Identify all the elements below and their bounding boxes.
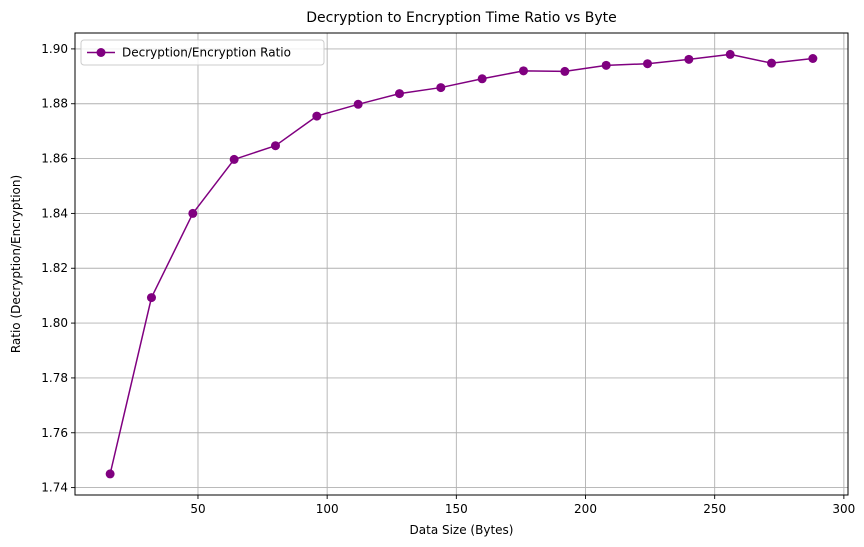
plot-frame (74, 32, 849, 496)
data-point (767, 58, 777, 68)
data-point (477, 74, 487, 84)
chart-title: Decryption to Encryption Time Ratio vs B… (306, 10, 617, 26)
data-point (560, 66, 570, 76)
plot-area (75, 33, 848, 495)
y-tick-label: 1.90 (41, 42, 68, 56)
x-tick-label: 100 (316, 502, 339, 516)
series-line (109, 53, 813, 475)
legend-label: Decryption/Encryption Ratio (122, 46, 291, 60)
y-tick-label: 1.80 (41, 316, 68, 330)
data-point (229, 154, 239, 164)
ticks: 50 100 150 200 250 300 1.74 1.76 1.78 1.80 1.82 1.8… (41, 42, 855, 516)
data-point (684, 54, 694, 64)
x-tick-label: 50 (190, 502, 205, 516)
data-point (394, 89, 404, 99)
data-point (725, 49, 735, 59)
y-tick-label: 1.76 (41, 426, 68, 440)
legend: Decryption/Encryption Ratio (80, 39, 325, 66)
y-axis-label: Ratio (Decryption/Encryption) (9, 175, 23, 353)
data-point (353, 99, 363, 109)
y-tick-label: 1.86 (41, 152, 68, 166)
data-point (188, 208, 198, 218)
x-tick-label: 300 (832, 502, 855, 516)
legend-marker-swatch (96, 48, 106, 57)
data-point (601, 60, 611, 70)
data-point (808, 53, 818, 63)
data-point (146, 293, 156, 303)
y-tick-label: 1.74 (41, 481, 68, 495)
x-tick-label: 200 (574, 502, 597, 516)
data-point (105, 469, 115, 479)
data-point (643, 59, 653, 69)
data-point (519, 66, 529, 76)
y-tick-label: 1.84 (41, 206, 68, 220)
y-tick-label: 1.82 (41, 261, 68, 275)
data-point (436, 83, 446, 93)
x-tick-label: 250 (703, 502, 726, 516)
x-axis-label: Data Size (Bytes) (410, 523, 514, 537)
legend-box (80, 39, 325, 66)
y-tick-label: 1.78 (41, 371, 68, 385)
y-tick-label: 1.88 (41, 97, 68, 111)
series-group (105, 49, 818, 479)
data-point (312, 111, 322, 121)
grid (75, 33, 848, 495)
x-tick-label: 150 (445, 502, 468, 516)
data-point (270, 141, 280, 151)
